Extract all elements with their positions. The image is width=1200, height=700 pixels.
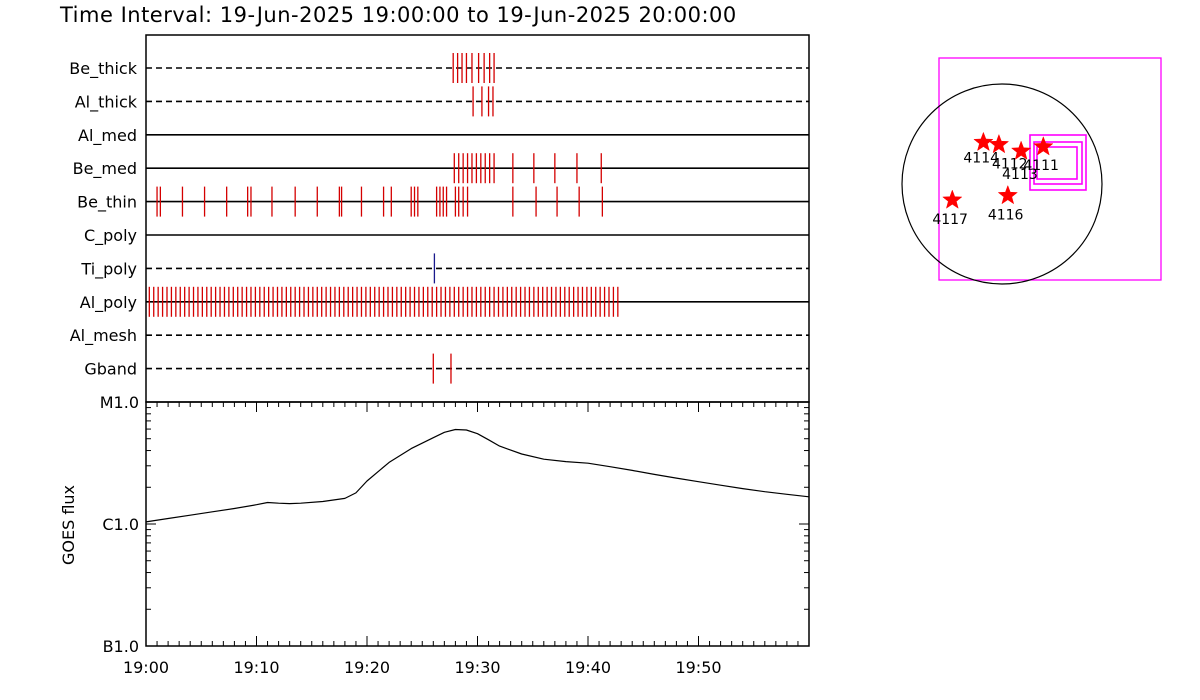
region-label-4111: 4111: [1023, 158, 1059, 174]
page-title: Time Interval: 19-Jun-2025 19:00:00 to 1…: [60, 3, 737, 27]
star-marker-4111: [1033, 136, 1054, 156]
star-marker-4112: [988, 133, 1010, 154]
region-label-4114: 4114: [963, 150, 999, 166]
region-label-4117: 4117: [932, 212, 968, 228]
star-marker-4117: [942, 189, 963, 209]
goes-flux-panel: M1.0 C1.0 B1.0 GOES flux 19:00 19:10 19:20 19:3…: [59, 393, 810, 677]
event-raster-panel: Be_thick Al_thick Al_med Be_med Be_thin C_pol…: [69, 34, 810, 403]
x-tick-label: 19:00: [123, 658, 169, 677]
x-tick-label: 19:40: [565, 658, 611, 677]
x-tick-label: 19:10: [233, 658, 279, 677]
channel-label-Al_mesh: Al_mesh: [70, 326, 137, 346]
channel-label-C_poly: C_poly: [84, 226, 137, 246]
star-marker-4116: [997, 184, 1018, 205]
star-marker-4114: [973, 131, 994, 152]
field-of-view-box: [938, 57, 1162, 281]
goes-flux-line: [145, 428, 810, 523]
x-tick-label: 19:50: [675, 658, 721, 677]
region-label-4112: 4112: [992, 157, 1028, 173]
y-tick-label: B1.0: [103, 637, 139, 656]
channel-label-Al_thick: Al_thick: [75, 92, 138, 112]
channel-label-Gband: Gband: [84, 360, 137, 379]
y-axis-label: GOES flux: [59, 485, 78, 565]
goes-frame: [145, 401, 810, 647]
channel-label-Al_med: Al_med: [78, 126, 137, 146]
y-tick-label: C1.0: [102, 515, 139, 534]
region-box: [1033, 141, 1083, 185]
x-tick-label: 19:20: [344, 658, 390, 677]
raster-frame: [145, 34, 810, 403]
region-label-4116: 4116: [988, 208, 1024, 224]
channel-label-Be_thin: Be_thin: [77, 193, 137, 213]
x-tick-label: 19:30: [454, 658, 500, 677]
channel-label-Ti_poly: Ti_poly: [80, 259, 137, 279]
region-label-4113: 4113: [1002, 167, 1038, 183]
star-marker-4113: [1010, 140, 1032, 160]
channel-label-Be_med: Be_med: [73, 159, 137, 179]
channel-label-Be_thick: Be_thick: [69, 59, 137, 79]
y-tick-label: M1.0: [100, 393, 139, 412]
region-box: [1036, 146, 1078, 180]
solar-disk: [901, 83, 1103, 285]
region-box: [1029, 134, 1087, 191]
channel-label-Al_poly: Al_poly: [80, 293, 137, 313]
